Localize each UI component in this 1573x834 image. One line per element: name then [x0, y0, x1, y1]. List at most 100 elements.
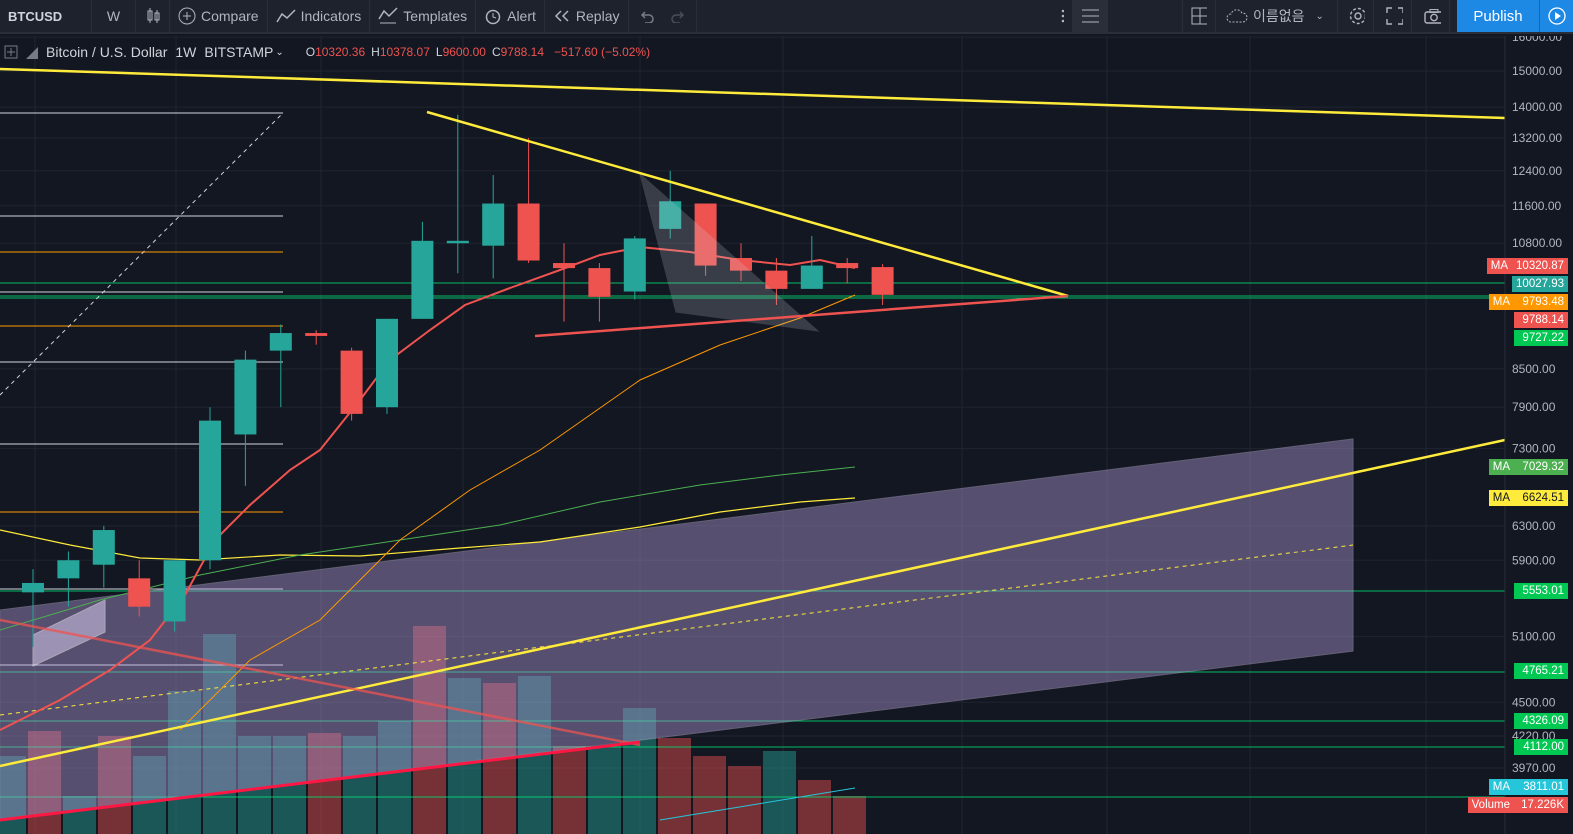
chevron-down-icon: ⌄ [1315, 10, 1324, 22]
compare-label: Compare [201, 8, 259, 24]
candle-body [446, 240, 469, 244]
axis-tick-label: 8500.00 [1512, 362, 1556, 376]
cloud-icon [1226, 9, 1248, 23]
ma-orange-line [179, 294, 856, 731]
settings-button[interactable] [1340, 0, 1374, 33]
alert-button[interactable]: Alert [476, 0, 545, 33]
volume-bar [588, 746, 621, 834]
drag-handle[interactable] [1052, 0, 1072, 33]
volume-downtrend-line [0, 618, 641, 747]
candle-body [694, 203, 717, 266]
candle-body [57, 560, 80, 579]
candle-body [659, 201, 682, 229]
volume-bar [553, 746, 586, 834]
price-tag-value: 3811.01 [1514, 779, 1568, 795]
menu-button[interactable] [1072, 0, 1108, 33]
chevron-down-icon[interactable]: ⌄ [275, 46, 284, 58]
volume-uptrend-line [0, 740, 641, 822]
change-value: −517.60 (−5.02%) [554, 45, 651, 59]
price-tag-label: MA [1488, 490, 1514, 506]
long-resistance-line [0, 67, 1506, 120]
candle-body [22, 582, 44, 593]
compare-button[interactable]: Compare [170, 0, 268, 33]
legend-exchange[interactable]: BITSTAMP [204, 44, 274, 60]
menu-lines-icon [1082, 9, 1099, 23]
axis-tick-label: 3970.00 [1512, 761, 1556, 775]
redo-button[interactable] [663, 0, 697, 33]
axis-tick-label: 12400.00 [1512, 164, 1562, 178]
volume-bar [728, 766, 761, 834]
volume-bar [203, 634, 236, 834]
chart-area[interactable]: 16000.00 15000.00 14000.00 13200.00 12400.00… [0, 36, 1573, 834]
candle-body [588, 268, 611, 297]
axis-tick-label: 6300.00 [1512, 519, 1556, 533]
close-value: C9788.14 [491, 45, 545, 59]
volume-bar [98, 736, 131, 834]
price-axis-bg [1505, 36, 1573, 834]
replay-button[interactable]: Replay [545, 0, 629, 33]
symbol-search[interactable]: BTCUSD [0, 0, 92, 33]
price-tag: MA 9793.48 [1488, 294, 1568, 310]
publish-video-button[interactable] [1539, 0, 1573, 32]
publish-button[interactable]: Publish [1457, 0, 1539, 32]
candle-body [553, 263, 575, 269]
axis-tick-label: 11600.00 [1512, 199, 1561, 213]
dashed-trendline [0, 112, 284, 396]
candle-body [269, 333, 292, 351]
save-layout-button[interactable]: 이름없음 ⌄ [1218, 0, 1338, 33]
open-value: O10320.36 [305, 45, 366, 59]
interval-button[interactable]: W [92, 0, 136, 33]
undo-button[interactable] [629, 0, 663, 33]
price-tag-value: 7029.32 [1514, 459, 1568, 475]
rewind-icon [554, 10, 569, 22]
replay-label: Replay [575, 8, 620, 24]
candle-body [163, 560, 186, 622]
candle-body [128, 578, 151, 607]
fullscreen-button[interactable] [1378, 0, 1412, 33]
play-circle-icon [1547, 7, 1566, 25]
volume-bar [623, 708, 656, 834]
candle-body [800, 265, 823, 289]
layout-button[interactable] [1182, 0, 1216, 33]
price-tag: 5553.01 [1514, 583, 1568, 599]
triangle-lower-line [534, 294, 1069, 338]
chart-style-button[interactable] [136, 0, 170, 33]
price-tag: 10027.93 [1512, 276, 1568, 292]
price-tag-value: 4326.09 [1514, 713, 1568, 729]
axis-tick-label: 14000.00 [1512, 100, 1562, 114]
candle-body [305, 333, 328, 336]
low-value: L9600.00 [435, 45, 486, 59]
interval-label: W [106, 8, 121, 24]
candle-body [482, 203, 505, 246]
volume-bar [833, 796, 866, 834]
alarm-clock-icon [485, 9, 501, 25]
price-tag-value: 10027.93 [1512, 276, 1568, 292]
volume-bar [378, 721, 411, 834]
price-tag: MA 7029.32 [1488, 459, 1568, 475]
volume-bar [798, 780, 831, 834]
harmonic-pattern [639, 172, 820, 332]
publish-label: Publish [1473, 7, 1523, 25]
collapse-legend-icon[interactable] [4, 45, 18, 59]
price-chart[interactable]: 16000.00 15000.00 14000.00 13200.00 12400.00… [0, 36, 1573, 834]
price-tag-value: 9788.14 [1514, 312, 1568, 328]
legend-interval: 1W [175, 44, 197, 60]
axis-tick-label: 15000.00 [1512, 64, 1562, 78]
price-tag-value: 9793.48 [1514, 294, 1568, 310]
volume-bar [308, 733, 341, 834]
axis-tick-label: 16000.00 [1512, 36, 1562, 44]
price-tag: 4326.09 [1514, 713, 1568, 729]
price-tag-label: MA [1488, 459, 1514, 475]
channel-midline [0, 544, 1354, 716]
indicators-button[interactable]: Indicators [268, 0, 371, 33]
volume-bar [0, 756, 26, 834]
price-tag-value: 10320.87 [1512, 258, 1568, 274]
layout-name: 이름없음 [1253, 8, 1305, 24]
axis-tick-label: 4500.00 [1512, 695, 1556, 709]
axis-tick-label: 7300.00 [1512, 442, 1556, 456]
symbol-label: BTCUSD [8, 8, 63, 24]
snapshot-button[interactable] [1416, 0, 1450, 33]
templates-button[interactable]: Templates [370, 0, 477, 33]
templates-icon [378, 7, 398, 24]
candle-body [234, 359, 257, 435]
